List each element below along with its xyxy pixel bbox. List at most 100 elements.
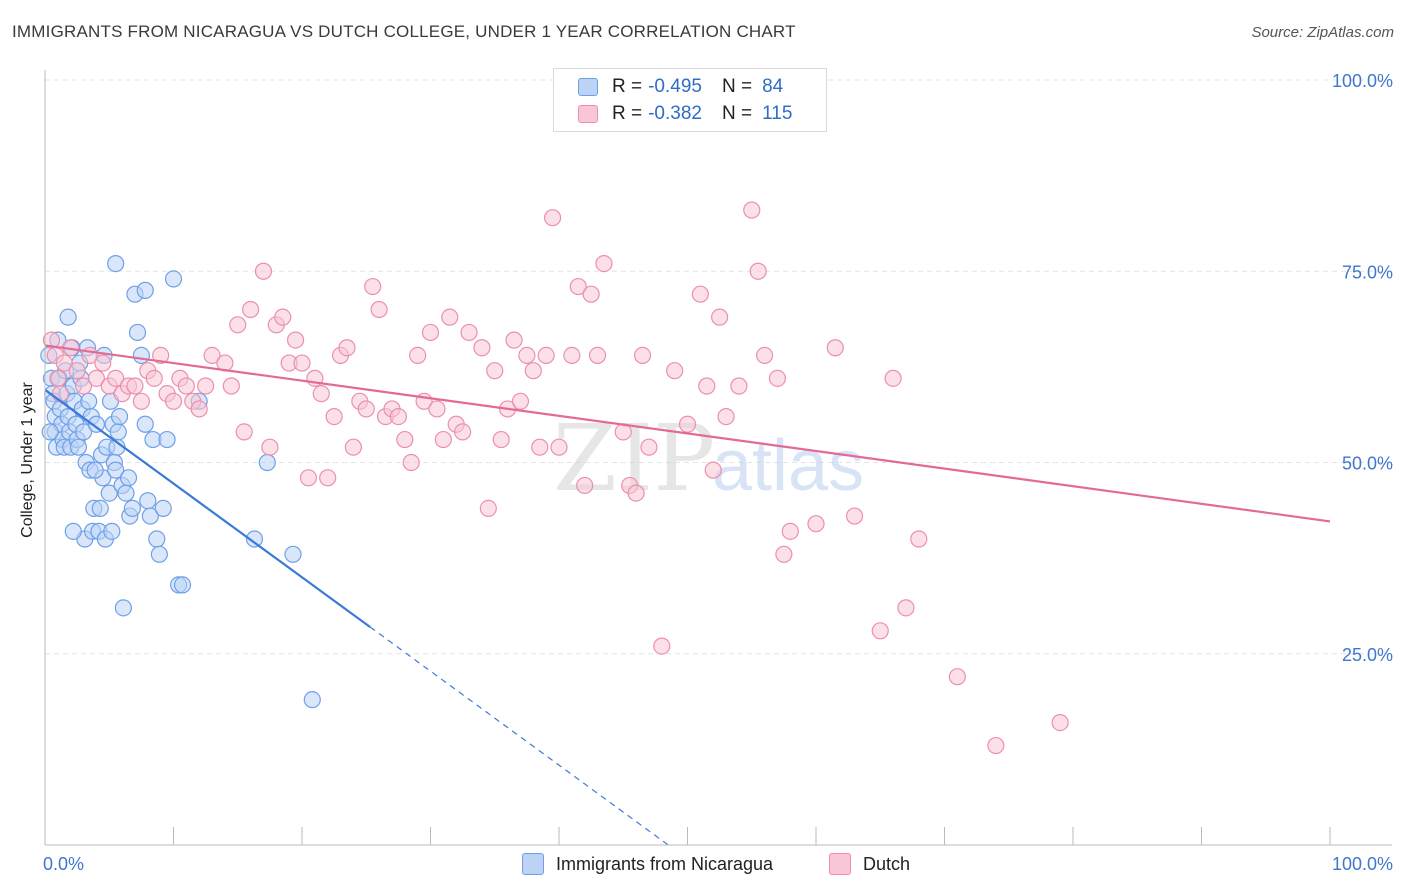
- y-tick-label: 100.0%: [1332, 71, 1393, 91]
- data-point-dutch: [434, 430, 452, 449]
- data-point-nicaragua: [148, 530, 166, 548]
- trend-line-nicaragua: [44, 388, 371, 628]
- x-tick-label: 0.0%: [43, 854, 84, 874]
- y-tick-label: 50.0%: [1342, 454, 1393, 474]
- watermark-atlas: atlas: [712, 426, 864, 506]
- data-point-dutch: [68, 362, 86, 380]
- stats-swatch-dutch: [578, 105, 598, 123]
- data-point-dutch: [222, 377, 240, 395]
- data-point-dutch: [492, 430, 510, 449]
- data-point-dutch: [678, 415, 697, 433]
- data-point-nicaragua: [69, 438, 88, 456]
- data-point-dutch: [87, 369, 106, 387]
- data-point-nicaragua: [41, 423, 59, 441]
- data-point-dutch: [871, 622, 889, 640]
- data-point-dutch: [768, 369, 787, 387]
- data-point-nicaragua: [139, 492, 157, 510]
- data-point-dutch: [640, 438, 658, 456]
- data-point-dutch: [537, 346, 555, 364]
- data-point-nicaragua: [114, 599, 132, 617]
- data-point-dutch: [743, 201, 761, 219]
- legend-item-nicaragua[interactable]: Immigrants from Nicaragua: [522, 851, 773, 877]
- data-point-dutch: [286, 331, 305, 349]
- data-point-dutch: [409, 346, 427, 364]
- data-point-dutch: [312, 385, 330, 403]
- data-point-nicaragua: [80, 392, 98, 410]
- data-point-nicaragua: [87, 415, 106, 433]
- data-point-nicaragua: [91, 499, 109, 517]
- data-point-dutch: [441, 308, 459, 326]
- axis-layer: 25.0% 50.0% 75.0% 100.0% 0.0% 100.0%: [43, 70, 1393, 874]
- data-point-nicaragua: [119, 469, 138, 487]
- data-point-dutch: [569, 277, 587, 296]
- data-point-dutch: [486, 362, 504, 380]
- chart-title: IMMIGRANTS FROM NICARAGUA VS DUTCH COLLE…: [12, 22, 796, 41]
- data-point-dutch: [826, 339, 844, 357]
- data-point-dutch: [653, 637, 671, 655]
- data-point-dutch: [755, 346, 774, 364]
- data-point-nicaragua: [74, 423, 93, 441]
- data-point-nicaragua: [117, 484, 135, 502]
- data-point-dutch: [717, 408, 735, 426]
- data-point-dutch: [460, 323, 478, 342]
- data-point-dutch: [807, 515, 825, 533]
- data-point-dutch: [197, 377, 215, 395]
- stats-n-value: 115: [762, 103, 793, 124]
- data-point-dutch: [479, 499, 497, 517]
- data-point-nicaragua: [245, 530, 264, 548]
- data-point-dutch: [126, 377, 144, 395]
- legend-swatch-nicaragua: [522, 853, 544, 875]
- stats-row-dutch: R = -0.382 N = 115: [578, 102, 792, 126]
- data-point-dutch: [389, 408, 407, 426]
- data-point-dutch: [235, 423, 253, 441]
- stats-r-label: R =: [612, 103, 643, 124]
- data-point-nicaragua: [173, 576, 192, 594]
- data-point-dutch: [242, 300, 260, 319]
- data-point-dutch: [576, 476, 594, 495]
- data-point-dutch: [274, 308, 292, 326]
- data-point-dutch: [730, 377, 748, 395]
- data-point-dutch: [775, 545, 793, 563]
- data-point-dutch: [299, 469, 318, 487]
- stats-box: R = -0.495 N = 84 R = -0.382 N = 115: [553, 68, 827, 132]
- data-point-dutch: [948, 668, 966, 686]
- data-point-dutch: [897, 599, 915, 617]
- data-point-dutch: [254, 262, 273, 280]
- data-point-nicaragua: [303, 691, 321, 709]
- data-point-dutch: [421, 323, 440, 342]
- data-point-nicaragua: [59, 308, 77, 326]
- data-point-nicaragua: [109, 423, 127, 441]
- legend-label-dutch: Dutch: [863, 853, 911, 874]
- data-point-dutch: [910, 530, 928, 548]
- data-point-dutch: [588, 346, 607, 364]
- data-point-dutch: [518, 346, 536, 364]
- source-label: Source: ZipAtlas.com: [1251, 24, 1394, 41]
- data-point-nicaragua: [100, 484, 118, 502]
- data-point-dutch: [145, 369, 163, 387]
- legend-item-dutch[interactable]: Dutch: [829, 851, 910, 877]
- data-point-nicaragua: [150, 545, 168, 563]
- data-point-nicaragua: [107, 255, 125, 273]
- grid-layer: [45, 79, 1392, 655]
- data-point-dutch: [107, 369, 125, 387]
- data-point-nicaragua: [154, 499, 172, 517]
- data-point-dutch: [357, 400, 375, 418]
- legend-swatch-dutch: [829, 853, 851, 875]
- data-point-nicaragua: [158, 430, 176, 449]
- data-point-dutch: [595, 255, 613, 273]
- y-tick-label: 75.0%: [1342, 262, 1393, 282]
- data-point-nicaragua: [164, 270, 183, 288]
- trend-line-dutch: [44, 344, 1331, 523]
- data-point-dutch: [190, 400, 208, 418]
- data-point-nicaragua: [132, 346, 150, 364]
- data-point-nicaragua: [103, 522, 121, 540]
- data-point-dutch: [74, 377, 93, 395]
- data-point-dutch: [293, 354, 311, 372]
- data-point-dutch: [633, 346, 652, 364]
- data-point-dutch: [344, 438, 362, 456]
- stats-r-label: R =: [612, 76, 643, 97]
- data-point-dutch: [473, 339, 491, 357]
- data-point-dutch: [627, 484, 645, 502]
- data-point-nicaragua: [64, 522, 82, 540]
